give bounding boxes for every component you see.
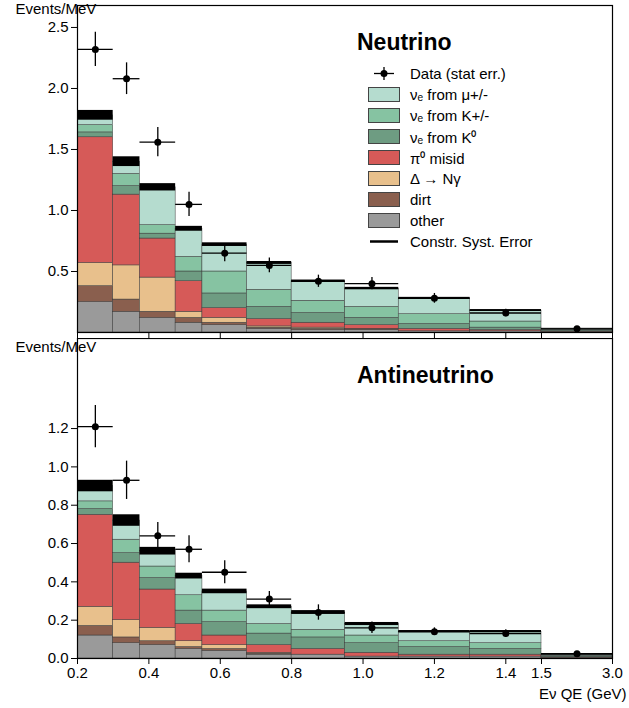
svg-text:Eν QE (GeV): Eν QE (GeV) [539, 685, 627, 702]
svg-text:1.0: 1.0 [48, 201, 69, 218]
svg-text:0.6: 0.6 [48, 534, 69, 551]
svg-text:0.0: 0.0 [48, 649, 69, 666]
svg-text:0.4: 0.4 [138, 664, 159, 681]
svg-text:0.4: 0.4 [48, 573, 69, 590]
html-text:νₑ from K+/-: νₑ from K+/- [410, 107, 490, 124]
html-text:Neutrino: Neutrino [357, 29, 452, 55]
svg-text:1.0: 1.0 [353, 664, 374, 681]
svg-text:0.2: 0.2 [48, 611, 69, 628]
svg-text:0.2: 0.2 [67, 664, 88, 681]
svg-text:3.0: 3.0 [602, 664, 623, 681]
svg-text:1.5: 1.5 [531, 664, 552, 681]
svg-text:Events/MeV: Events/MeV [16, 338, 97, 355]
svg-text:1.5: 1.5 [48, 140, 69, 157]
svg-text:Events/MeV: Events/MeV [16, 0, 97, 17]
svg-text:0.8: 0.8 [48, 496, 69, 513]
html-text:Δ → Nγ: Δ → Nγ [410, 170, 461, 187]
svg-text:2.0: 2.0 [48, 79, 69, 96]
svg-text:0.5: 0.5 [48, 262, 69, 279]
html-text:π⁰ misid: π⁰ misid [410, 149, 465, 167]
svg-text:1.2: 1.2 [424, 664, 445, 681]
svg-text:2.5: 2.5 [48, 18, 69, 35]
html-text:Data (stat err.): Data (stat err.) [410, 65, 506, 82]
html-text:νₑ from K⁰: νₑ from K⁰ [410, 128, 477, 146]
html-text:Constr. Syst. Error: Constr. Syst. Error [410, 233, 533, 250]
svg-text:0.8: 0.8 [281, 664, 302, 681]
svg-text:1.4: 1.4 [495, 664, 516, 681]
html-text:dirt: dirt [410, 191, 431, 208]
svg-text:0.6: 0.6 [210, 664, 231, 681]
html-text:νₑ from μ+/-: νₑ from μ+/- [410, 86, 488, 103]
html-text:Antineutrino: Antineutrino [357, 362, 494, 388]
svg-text:1.2: 1.2 [48, 419, 69, 436]
svg-text:1.0: 1.0 [48, 458, 69, 475]
html-text:other: other [410, 212, 445, 229]
